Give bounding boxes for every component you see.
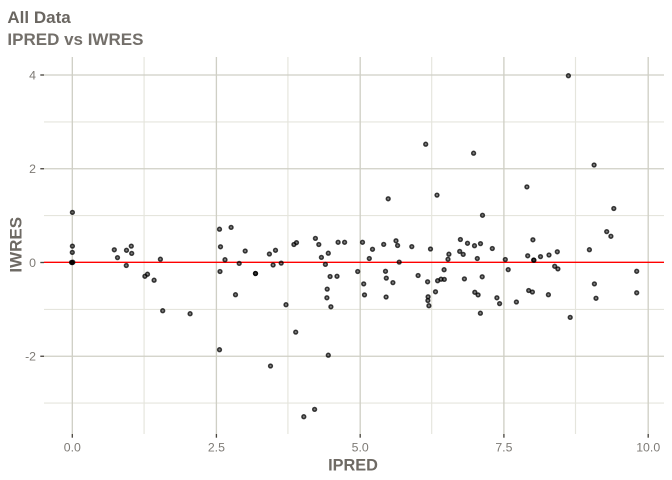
svg-text:5.0: 5.0 [352,440,369,454]
svg-text:10.0: 10.0 [636,440,660,454]
svg-text:2: 2 [29,162,36,176]
svg-text:0.0: 0.0 [64,440,81,454]
svg-text:0: 0 [29,256,36,270]
svg-text:4: 4 [29,68,36,82]
svg-text:2.5: 2.5 [208,440,225,454]
svg-text:IPRED vs IWRES: IPRED vs IWRES [7,30,143,49]
svg-text:7.5: 7.5 [495,440,512,454]
svg-text:IPRED: IPRED [328,457,378,475]
svg-text:All Data: All Data [7,8,71,27]
svg-text:-2: -2 [25,350,36,364]
svg-text:IWRES: IWRES [6,217,25,273]
